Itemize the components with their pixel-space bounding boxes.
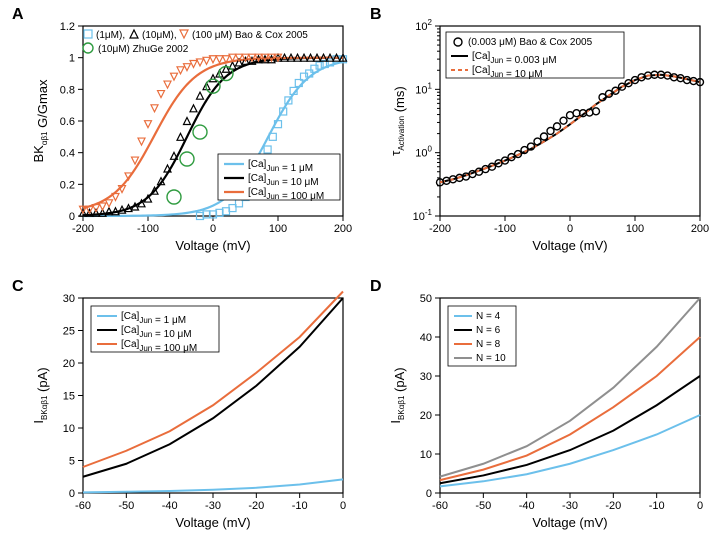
svg-text:N = 8: N = 8 <box>476 339 501 350</box>
svg-text:101: 101 <box>415 81 432 96</box>
svg-text:Voltage (mV): Voltage (mV) <box>175 515 250 530</box>
svg-text:0: 0 <box>210 223 216 235</box>
panel-label-b: B <box>370 6 382 24</box>
svg-text:N = 4: N = 4 <box>476 311 501 322</box>
svg-text:Voltage (mV): Voltage (mV) <box>532 515 607 530</box>
svg-text:50: 50 <box>420 293 432 305</box>
svg-text:1: 1 <box>69 53 75 65</box>
svg-text:100: 100 <box>415 145 432 160</box>
svg-text:200: 200 <box>334 223 352 235</box>
svg-text:200: 200 <box>691 223 709 235</box>
svg-text:-50: -50 <box>118 500 134 512</box>
svg-text:(0.003 μM) Bao & Cox 2005: (0.003 μM) Bao & Cox 2005 <box>468 37 593 48</box>
svg-text:-200: -200 <box>429 223 451 235</box>
svg-text:40: 40 <box>420 332 432 344</box>
svg-text:0.2: 0.2 <box>60 179 75 191</box>
panel-label-d: D <box>370 278 382 296</box>
svg-text:-40: -40 <box>519 500 535 512</box>
svg-text:-30: -30 <box>205 500 221 512</box>
panel-d-chart: -60 -50 -40 -30 -20 -10 0 0 10 20 30 40 50 Voltage (m… <box>385 286 715 541</box>
svg-text:-50: -50 <box>475 500 491 512</box>
svg-text:(100 μM) Bao & Cox 2005: (100 μM) Bao & Cox 2005 <box>192 30 308 41</box>
svg-text:(10μM),: (10μM), <box>142 30 177 41</box>
svg-text:τActivation (ms): τActivation (ms) <box>388 86 407 155</box>
svg-text:0: 0 <box>69 488 75 500</box>
svg-text:(1μM),: (1μM), <box>96 30 125 41</box>
svg-text:20: 20 <box>63 358 75 370</box>
svg-text:IBKαβ1 (pA): IBKαβ1 (pA) <box>31 367 50 423</box>
svg-text:0.6: 0.6 <box>60 116 75 128</box>
svg-text:-20: -20 <box>248 500 264 512</box>
svg-text:-20: -20 <box>605 500 621 512</box>
svg-text:15: 15 <box>63 391 75 403</box>
svg-text:-60: -60 <box>432 500 448 512</box>
svg-text:-40: -40 <box>162 500 178 512</box>
panel-label-c: C <box>12 278 24 296</box>
svg-text:10-1: 10-1 <box>413 208 433 223</box>
svg-text:BKαβ1 G/Gmax: BKαβ1 G/Gmax <box>31 79 50 163</box>
panel-c-chart: -60 -50 -40 -30 -20 -10 0 0 5 10 15 20 25 30 Voltage (… <box>28 286 358 541</box>
svg-text:-60: -60 <box>75 500 91 512</box>
svg-text:0: 0 <box>426 488 432 500</box>
svg-text:30: 30 <box>63 293 75 305</box>
svg-text:0.8: 0.8 <box>60 84 75 96</box>
svg-text:10: 10 <box>420 449 432 461</box>
svg-text:0: 0 <box>697 500 703 512</box>
svg-text:25: 25 <box>63 326 75 338</box>
svg-text:N = 6: N = 6 <box>476 325 501 336</box>
svg-text:-200: -200 <box>72 223 94 235</box>
svg-text:-100: -100 <box>137 223 159 235</box>
svg-text:Voltage (mV): Voltage (mV) <box>532 238 607 253</box>
svg-text:0.4: 0.4 <box>60 148 75 160</box>
panel-label-a: A <box>12 6 24 24</box>
svg-text:102: 102 <box>415 18 432 33</box>
svg-text:IBKαβ1 (pA): IBKαβ1 (pA) <box>388 367 407 423</box>
svg-text:1.2: 1.2 <box>60 21 75 33</box>
svg-text:30: 30 <box>420 371 432 383</box>
svg-text:0: 0 <box>567 223 573 235</box>
svg-text:10: 10 <box>63 423 75 435</box>
svg-text:N = 10: N = 10 <box>476 353 506 364</box>
svg-text:-10: -10 <box>649 500 665 512</box>
svg-text:5: 5 <box>69 456 75 468</box>
panel-a-chart: -200 -100 0 100 200 0 0.2 0.4 0.6 0.8 1 1.2 Voltage … <box>28 14 358 264</box>
svg-text:(10μM) ZhuGe 2002: (10μM) ZhuGe 2002 <box>98 44 189 55</box>
svg-text:-10: -10 <box>292 500 308 512</box>
svg-text:100: 100 <box>626 223 644 235</box>
svg-text:20: 20 <box>420 410 432 422</box>
svg-text:-100: -100 <box>494 223 516 235</box>
svg-text:Voltage (mV): Voltage (mV) <box>175 238 250 253</box>
svg-text:0: 0 <box>69 211 75 223</box>
svg-text:0: 0 <box>340 500 346 512</box>
panel-b-chart: -200 -100 0 100 200 10-1 100 101 102 Voltage (mV)… <box>385 14 715 264</box>
svg-text:-30: -30 <box>562 500 578 512</box>
svg-text:100: 100 <box>269 223 287 235</box>
